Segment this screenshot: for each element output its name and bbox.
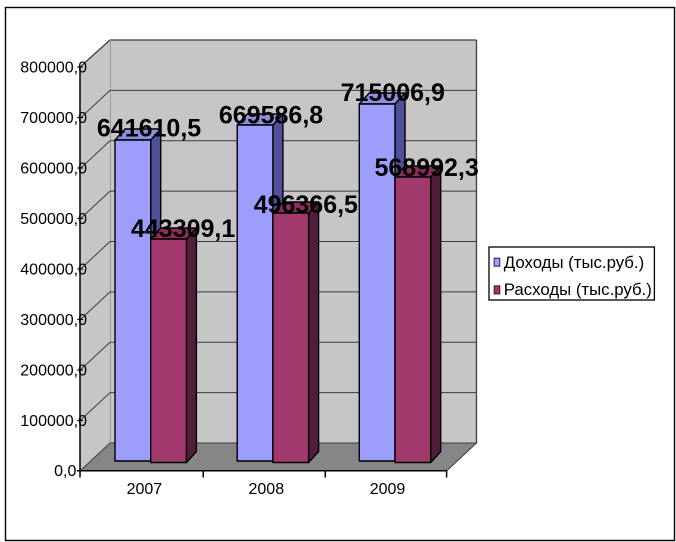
svg-text:568992,3: 568992,3 — [375, 154, 479, 182]
svg-text:669586,8: 669586,8 — [219, 101, 323, 129]
svg-text:2008: 2008 — [249, 481, 285, 498]
svg-text:400000,0: 400000,0 — [20, 262, 87, 279]
svg-text:641610,5: 641610,5 — [97, 115, 201, 143]
svg-text:600000,0: 600000,0 — [20, 161, 87, 178]
svg-text:2007: 2007 — [127, 481, 163, 498]
svg-text:500000,0: 500000,0 — [20, 211, 87, 228]
svg-text:100000,0: 100000,0 — [20, 413, 87, 430]
svg-text:Доходы (тыс.руб.): Доходы (тыс.руб.) — [504, 253, 644, 272]
svg-text:300000,0: 300000,0 — [20, 312, 87, 329]
svg-text:715006,9: 715006,9 — [341, 79, 445, 107]
svg-text:200000,0: 200000,0 — [20, 363, 87, 380]
svg-text:800000,0: 800000,0 — [20, 60, 87, 77]
svg-text:Расходы (тыс.руб.): Расходы (тыс.руб.) — [504, 280, 652, 299]
svg-text:443309,1: 443309,1 — [131, 215, 235, 243]
svg-text:700000,0: 700000,0 — [20, 110, 87, 127]
svg-text:496366,5: 496366,5 — [254, 191, 358, 219]
svg-text:0,0: 0,0 — [54, 463, 76, 480]
svg-text:2009: 2009 — [370, 481, 406, 498]
